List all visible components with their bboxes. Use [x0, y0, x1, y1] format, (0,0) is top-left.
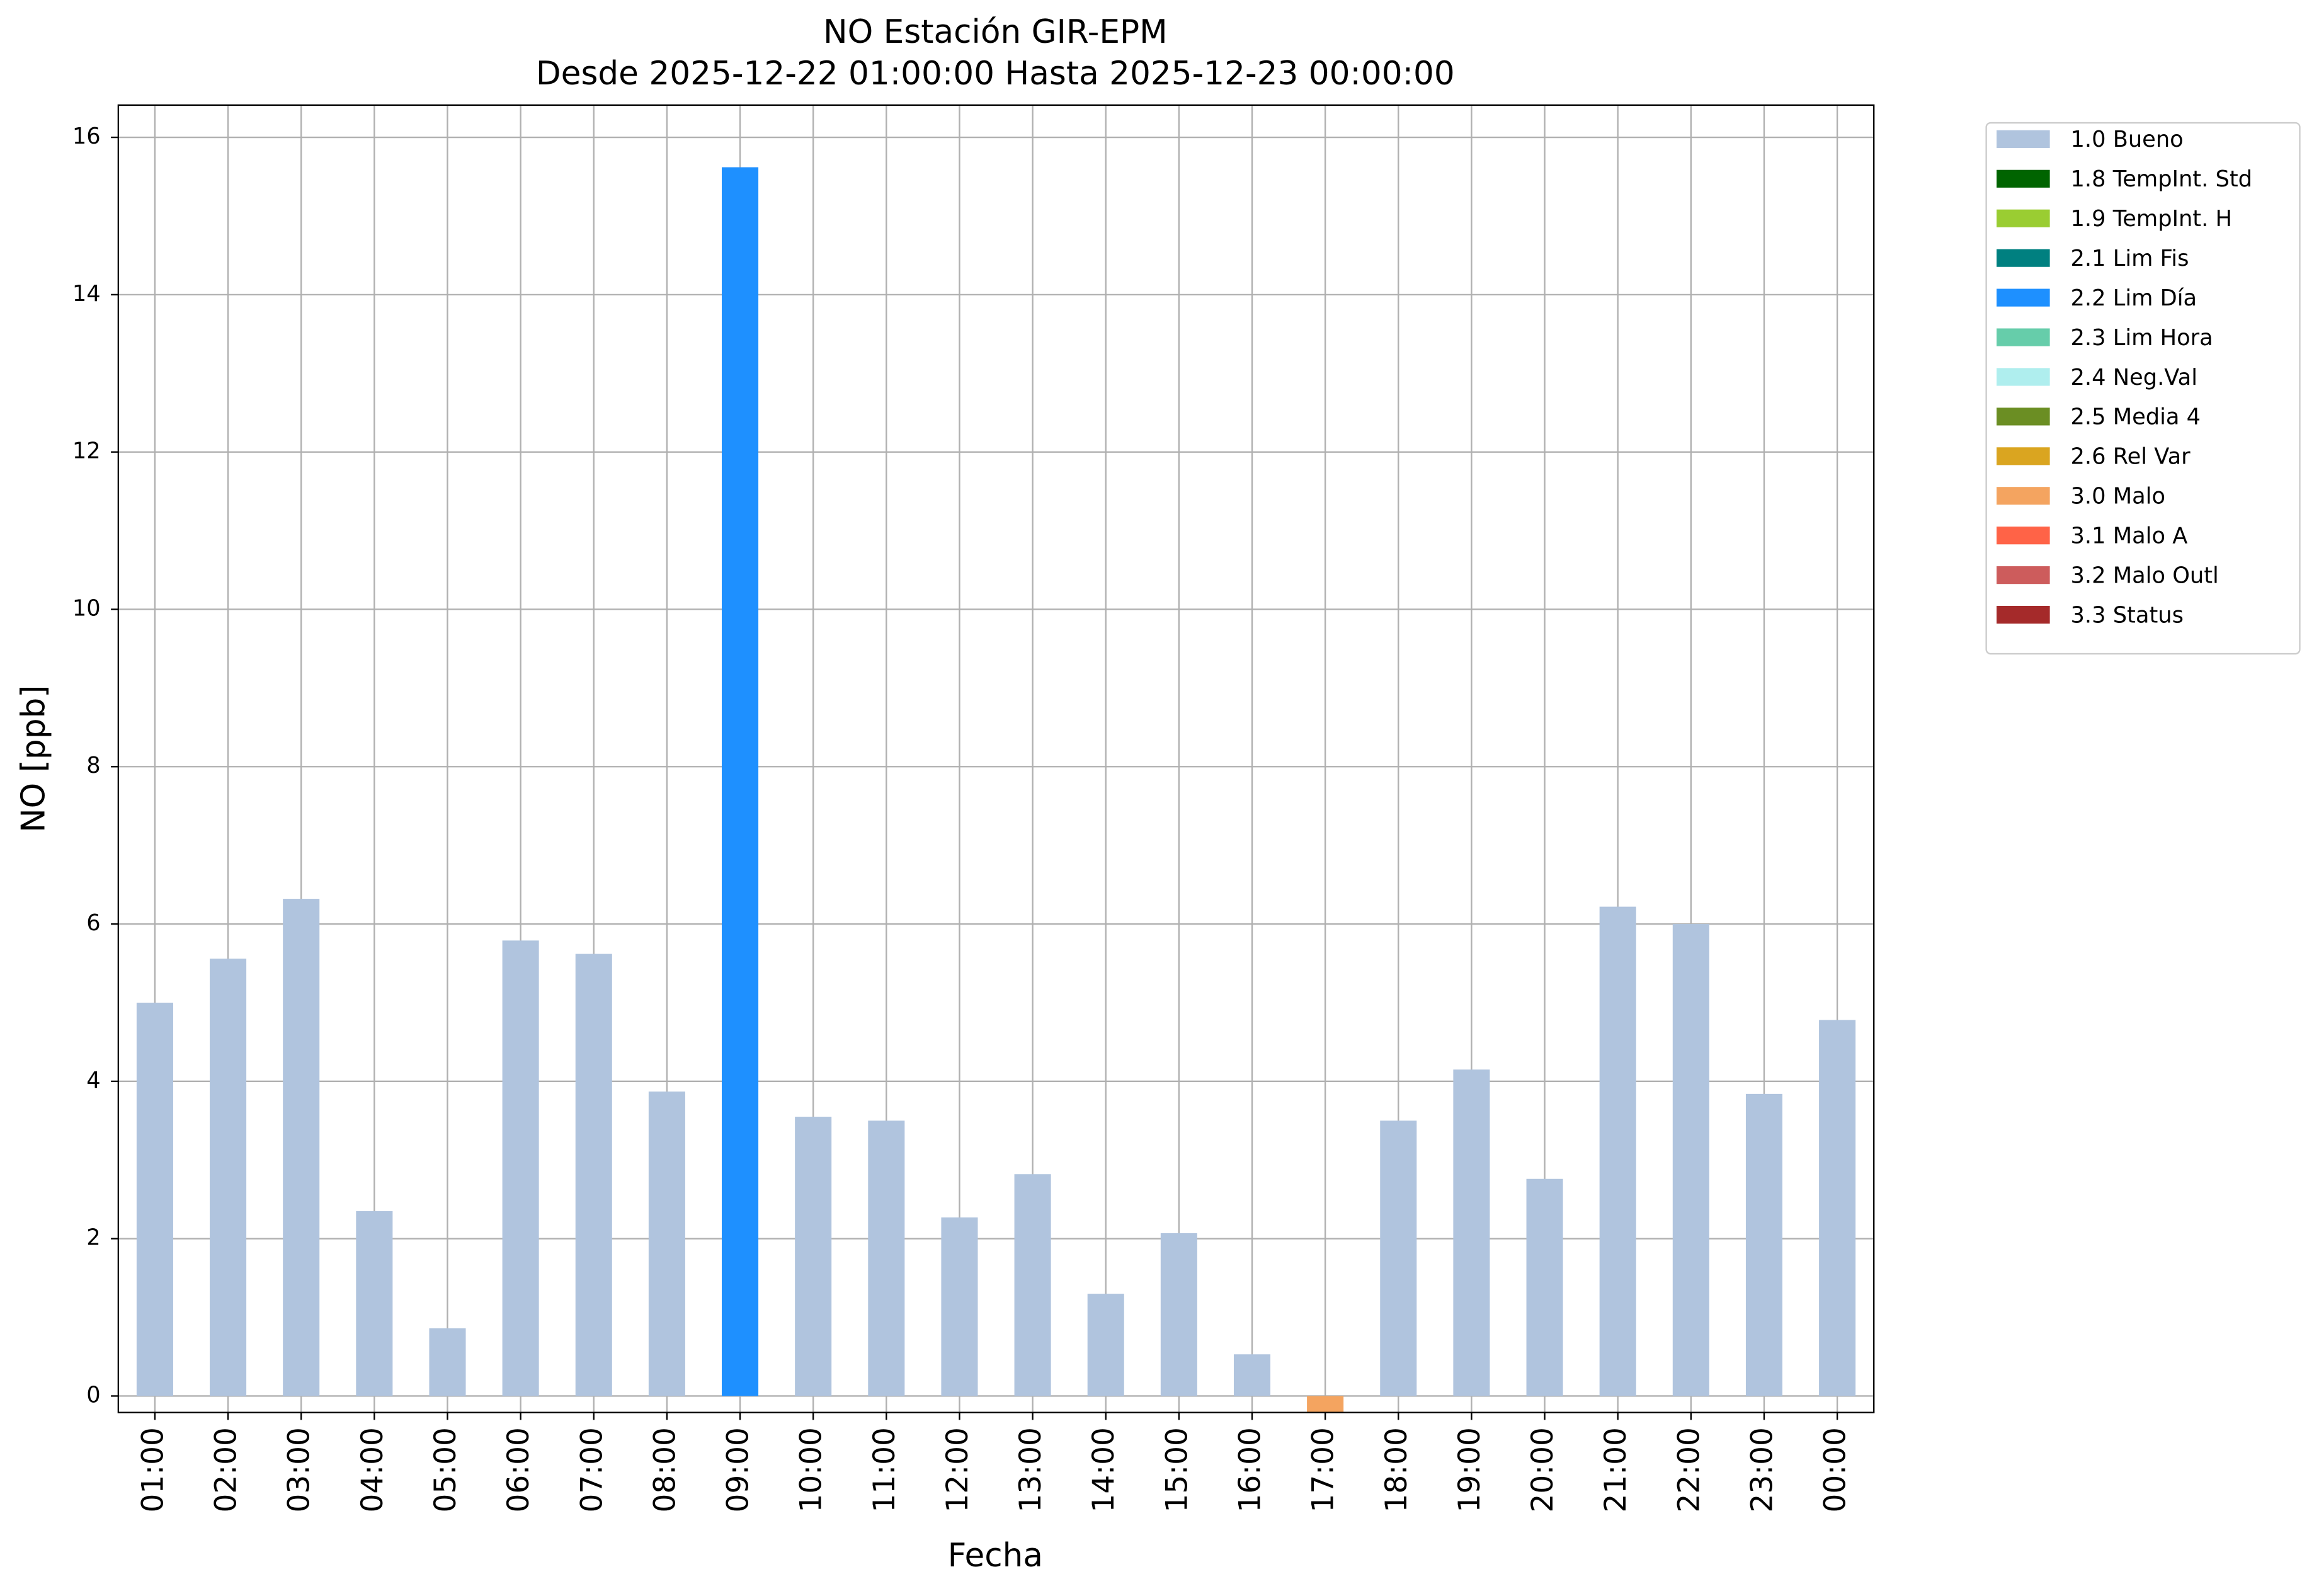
legend-label: 2.5 Media 4 — [2071, 404, 2201, 430]
bar — [1819, 1020, 1856, 1396]
bar — [868, 1120, 905, 1396]
x-tick-label: 10:00 — [794, 1427, 829, 1512]
legend-label: 3.0 Malo — [2071, 484, 2166, 510]
x-tick-label: 14:00 — [1086, 1427, 1121, 1512]
legend-swatch — [1997, 605, 2050, 624]
legend-label: 3.2 Malo Outl — [2071, 562, 2219, 588]
x-tick-label: 00:00 — [1818, 1427, 1853, 1512]
legend-swatch — [1997, 328, 2050, 346]
bar — [795, 1117, 832, 1396]
legend-swatch — [1997, 288, 2050, 307]
x-tick-label: 11:00 — [867, 1427, 902, 1512]
y-axis-label: NO [ppb] — [14, 685, 52, 833]
bar — [1453, 1069, 1490, 1396]
bar — [136, 1002, 173, 1396]
legend-swatch — [1997, 368, 2050, 386]
y-tick-label: 8 — [86, 753, 100, 778]
x-tick-label: 15:00 — [1160, 1427, 1194, 1512]
x-tick-label: 01:00 — [135, 1427, 170, 1512]
bar — [1233, 1354, 1271, 1396]
x-axis-label: Fecha — [948, 1537, 1043, 1575]
x-tick-label: 12:00 — [940, 1427, 975, 1512]
bar — [1672, 924, 1709, 1396]
legend-box — [1985, 122, 2301, 655]
x-tick-label: 09:00 — [721, 1427, 756, 1512]
bar — [429, 1328, 466, 1396]
bar — [1087, 1294, 1124, 1396]
bar — [210, 959, 247, 1396]
legend-swatch — [1997, 209, 2050, 227]
legend-label: 2.4 Neg.Val — [2071, 365, 2198, 390]
y-tick-label: 16 — [72, 123, 101, 149]
bar — [1160, 1233, 1197, 1396]
legend-swatch — [1997, 408, 2050, 426]
legend-label: 2.3 Lim Hora — [2071, 325, 2213, 351]
legend-swatch — [1997, 249, 2050, 267]
legend-label: 2.2 Lim Día — [2071, 285, 2197, 311]
bar — [722, 167, 759, 1396]
legend-label: 2.6 Rel Var — [2071, 444, 2191, 470]
bar — [1307, 1396, 1344, 1413]
bar — [575, 954, 612, 1396]
bar — [1599, 906, 1636, 1396]
bar — [1745, 1093, 1783, 1396]
x-tick-label: 19:00 — [1452, 1427, 1487, 1512]
bar — [648, 1092, 685, 1396]
bar — [283, 899, 320, 1396]
bar — [356, 1211, 393, 1396]
x-tick-label: 20:00 — [1525, 1427, 1560, 1512]
bar — [941, 1217, 978, 1396]
x-tick-label: 08:00 — [647, 1427, 682, 1512]
y-tick-label: 10 — [72, 595, 101, 621]
y-tick-label: 2 — [86, 1225, 100, 1251]
legend-swatch — [1997, 566, 2050, 584]
legend-swatch — [1997, 130, 2050, 148]
legend-label: 1.0 Bueno — [2071, 127, 2184, 152]
chart-subtitle: Desde 2025-12-22 01:00:00 Hasta 2025-12-… — [536, 55, 1455, 93]
x-tick-label: 16:00 — [1233, 1427, 1268, 1512]
legend-swatch — [1997, 447, 2050, 465]
x-tick-label: 22:00 — [1672, 1427, 1706, 1512]
y-tick-label: 12 — [72, 438, 101, 464]
plot-frame — [117, 104, 1875, 1413]
bar — [1526, 1178, 1563, 1396]
legend-label: 1.9 TempInt. H — [2071, 206, 2232, 232]
x-tick-label: 04:00 — [355, 1427, 390, 1512]
legend-label: 1.8 TempInt. Std — [2071, 166, 2252, 192]
bar — [502, 940, 539, 1396]
x-tick-label: 23:00 — [1745, 1427, 1779, 1512]
legend-swatch — [1997, 487, 2050, 505]
y-tick-label: 4 — [86, 1068, 100, 1093]
legend-label: 3.3 Status — [2071, 602, 2184, 628]
x-tick-label: 17:00 — [1306, 1427, 1341, 1512]
x-tick-label: 05:00 — [428, 1427, 463, 1512]
bar — [1380, 1120, 1417, 1396]
legend-label: 3.1 Malo A — [2071, 523, 2188, 549]
y-tick-label: 14 — [72, 281, 101, 307]
x-tick-label: 02:00 — [209, 1427, 244, 1512]
chart-title: NO Estación GIR-EPM — [823, 13, 1168, 51]
bar — [1014, 1174, 1051, 1396]
x-tick-label: 06:00 — [501, 1427, 536, 1512]
y-tick-label: 6 — [86, 910, 100, 936]
x-tick-label: 03:00 — [282, 1427, 317, 1512]
y-tick-label: 0 — [86, 1382, 100, 1408]
x-tick-label: 07:00 — [574, 1427, 609, 1512]
legend-swatch — [1997, 169, 2050, 188]
x-tick-label: 21:00 — [1598, 1427, 1633, 1512]
x-tick-label: 18:00 — [1379, 1427, 1414, 1512]
legend-label: 2.1 Lim Fis — [2071, 246, 2189, 271]
x-tick-label: 13:00 — [1013, 1427, 1048, 1512]
legend-swatch — [1997, 527, 2050, 545]
